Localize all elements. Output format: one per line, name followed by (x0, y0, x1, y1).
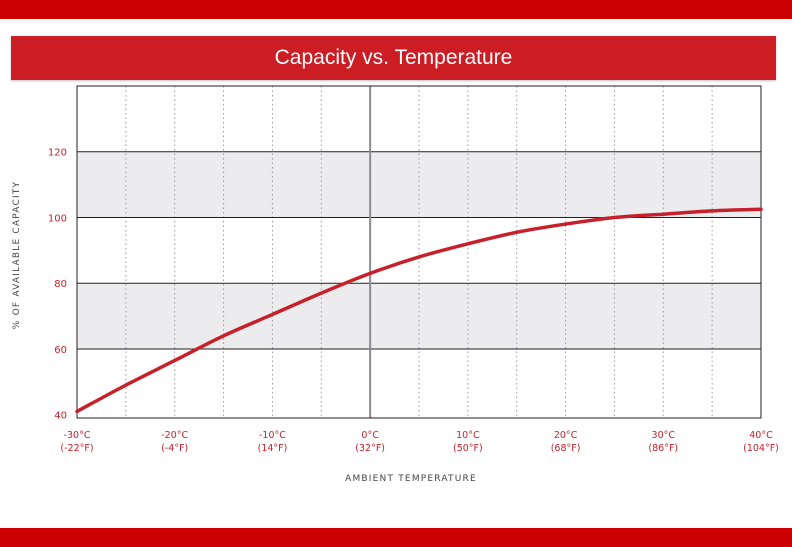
x-axis-title: AMBIENT TEMPERATURE (345, 474, 477, 484)
y-axis-title: % OF AVAILABLE CAPACITY (12, 181, 22, 329)
x-tick-labels: -30°C (-22°F) -20°C (-4°F) -10°C (14°F) 0°C (32… (60, 430, 778, 454)
x-tick-sublabel: (-4°F) (161, 443, 188, 454)
y-tick-labels: 40 60 80 100 120 (48, 148, 67, 422)
y-tick-label: 40 (54, 411, 67, 422)
chart-title: Capacity vs. Temperature (274, 46, 513, 69)
shaded-bands (77, 151, 761, 349)
x-tick-label: -30°C (64, 430, 91, 441)
x-tick-sublabel: (86°F) (648, 443, 678, 454)
x-tick-label: 20°C (554, 430, 578, 441)
bottom-accent-bar (0, 528, 792, 547)
y-tick-label: 100 (48, 213, 67, 224)
plot-frame (76, 85, 762, 419)
top-accent-bar (0, 0, 792, 19)
plot-border (76, 85, 762, 419)
grid-lines (77, 86, 761, 418)
x-tick-label: -10°C (259, 430, 286, 441)
x-tick-sublabel: (104°F) (743, 443, 779, 454)
title-banner: Capacity vs. Temperature (11, 36, 776, 80)
x-tick-sublabel: (-22°F) (60, 443, 93, 454)
capacity-series-line (75, 207, 763, 414)
x-tick-sublabel: (50°F) (453, 443, 483, 454)
x-tick-label: 30°C (652, 430, 676, 441)
y-tick-label: 60 (54, 345, 67, 356)
series-layer (75, 207, 763, 414)
x-tick-sublabel: (68°F) (551, 443, 581, 454)
x-tick-label: 0°C (361, 430, 379, 441)
x-tick-sublabel: (14°F) (258, 443, 288, 454)
y-tick-label: 80 (54, 279, 67, 290)
x-tick-label: -20°C (161, 430, 188, 441)
x-tick-label: 10°C (456, 430, 480, 441)
y-tick-label: 120 (48, 148, 67, 159)
x-tick-label: 40°C (749, 430, 773, 441)
x-tick-sublabel: (32°F) (355, 443, 385, 454)
